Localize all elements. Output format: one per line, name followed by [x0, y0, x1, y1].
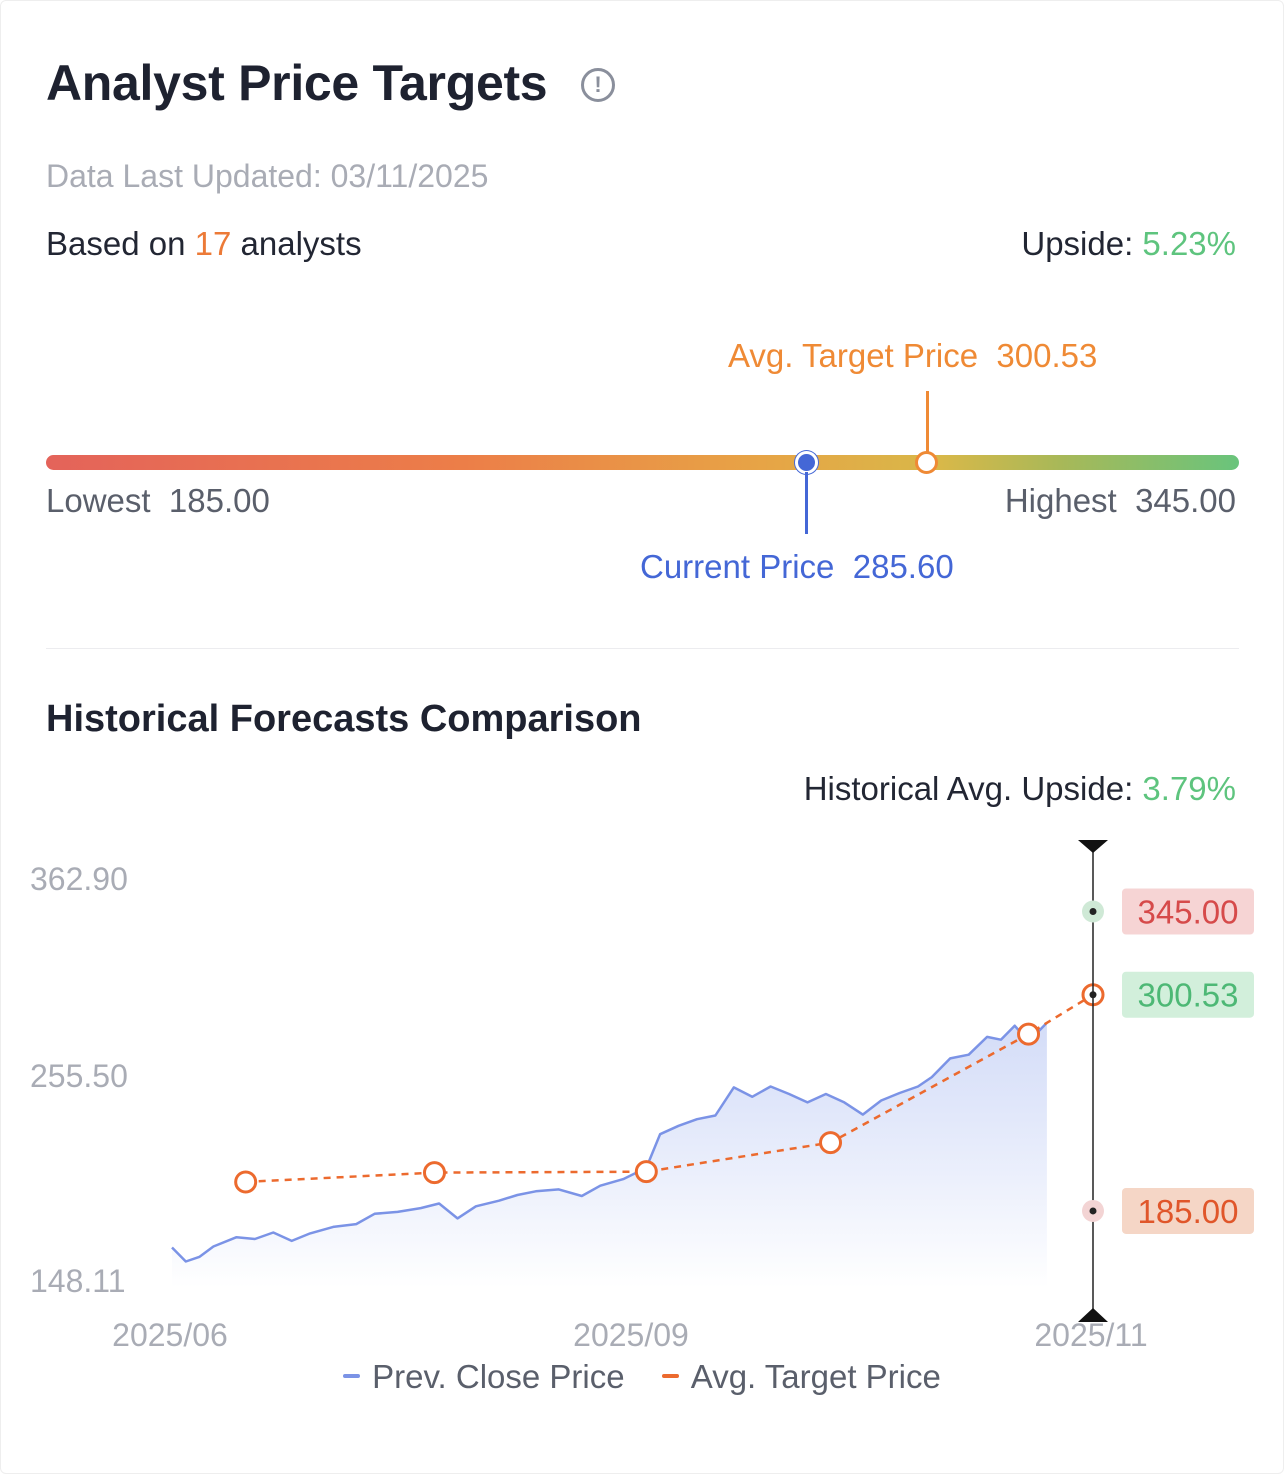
legend-prev-close[interactable]: Prev. Close Price — [343, 1358, 625, 1396]
end-value-badge — [1122, 971, 1254, 1018]
x-tick-label: 2025/11 — [1034, 1317, 1147, 1350]
history-title: Historical Forecasts Comparison — [46, 698, 642, 740]
lowest-price: Lowest 185.00 — [46, 482, 270, 520]
based-prefix: Based on — [46, 225, 186, 262]
current-price-connector — [805, 472, 808, 534]
avg-target-point[interactable] — [1017, 1022, 1041, 1046]
cursor-bottom-arrow-icon[interactable] — [1078, 1308, 1108, 1322]
avg-target-point[interactable] — [422, 1161, 446, 1185]
current-price-marker[interactable] — [795, 451, 818, 474]
avg-target-marker[interactable] — [915, 451, 938, 474]
prev-close-line — [171, 1021, 1048, 1263]
upside-text: Upside: 5.23% — [1021, 225, 1236, 263]
upside-label: Upside: — [1021, 225, 1134, 262]
cursor-top-arrow-icon[interactable] — [1078, 840, 1108, 853]
section-divider — [46, 648, 1239, 649]
avg-target-swatch — [661, 1374, 679, 1379]
current-price-label-text: Current Price — [640, 548, 835, 585]
end-value-label: 185.00 — [1138, 1193, 1239, 1230]
end-value-badge — [1122, 888, 1254, 935]
analyst-count-text: Based on 17 analysts — [46, 225, 362, 263]
current-price-label: Current Price 285.60 — [640, 548, 954, 586]
prev-close-swatch — [343, 1374, 361, 1379]
avg-target-point[interactable] — [634, 1160, 658, 1184]
highest-label: Highest — [1004, 482, 1117, 519]
avg-target-line — [245, 993, 1094, 1184]
avg-target-point[interactable] — [819, 1131, 843, 1155]
y-tick-label: 255.50 — [30, 1058, 128, 1094]
based-suffix: analysts — [240, 225, 362, 262]
page-title: Analyst Price Targets — [46, 55, 548, 111]
upside-value: 5.23% — [1142, 225, 1236, 262]
lowest-value: 185.00 — [168, 482, 270, 519]
end-marker-dot — [1089, 908, 1097, 916]
avg-target-point[interactable] — [234, 1170, 258, 1194]
x-tick-label: 2025/09 — [573, 1317, 689, 1350]
info-icon[interactable]: ! — [581, 68, 615, 102]
prev-close-area — [172, 1022, 1047, 1288]
current-price-value: 285.60 — [852, 548, 954, 585]
historical-upside-label: Historical Avg. Upside: — [803, 770, 1134, 807]
end-marker-dot — [1089, 1207, 1097, 1215]
lowest-label: Lowest — [46, 482, 151, 519]
last-updated-text: Data Last Updated: 03/11/2025 — [46, 158, 489, 194]
highest-price: Highest 345.00 — [1005, 482, 1236, 520]
highest-value: 345.00 — [1135, 482, 1236, 519]
info-glyph: ! — [594, 72, 602, 97]
price-range-bar — [46, 455, 1239, 470]
end-value-label: 300.53 — [1138, 977, 1239, 1014]
avg-target-connector — [926, 391, 929, 455]
analyst-count: 17 — [194, 225, 232, 262]
historical-forecast-chart[interactable]: 362.90 255.50 148.11 2025/06 2025/09 2025/11… — [0, 820, 1284, 1350]
y-tick-label: 362.90 — [30, 861, 128, 897]
end-value-badge — [1122, 1187, 1254, 1234]
avg-target-label: Avg. Target Price 300.53 — [728, 337, 1097, 375]
chart-legend: Prev. Close Price Avg. Target Price — [0, 1358, 1284, 1396]
y-tick-label: 148.11 — [30, 1263, 126, 1299]
legend-avg-target[interactable]: Avg. Target Price — [661, 1358, 941, 1396]
legend-prev-close-label: Prev. Close Price — [372, 1358, 625, 1395]
legend-avg-target-label: Avg. Target Price — [690, 1358, 941, 1395]
x-tick-label: 2025/06 — [112, 1317, 228, 1350]
end-value-label: 345.00 — [1138, 894, 1239, 931]
historical-upside-text: Historical Avg. Upside: 3.79% — [804, 770, 1236, 808]
avg-target-value: 300.53 — [996, 337, 1098, 374]
historical-upside-value: 3.79% — [1142, 770, 1236, 807]
avg-target-label-text: Avg. Target Price — [728, 337, 979, 374]
